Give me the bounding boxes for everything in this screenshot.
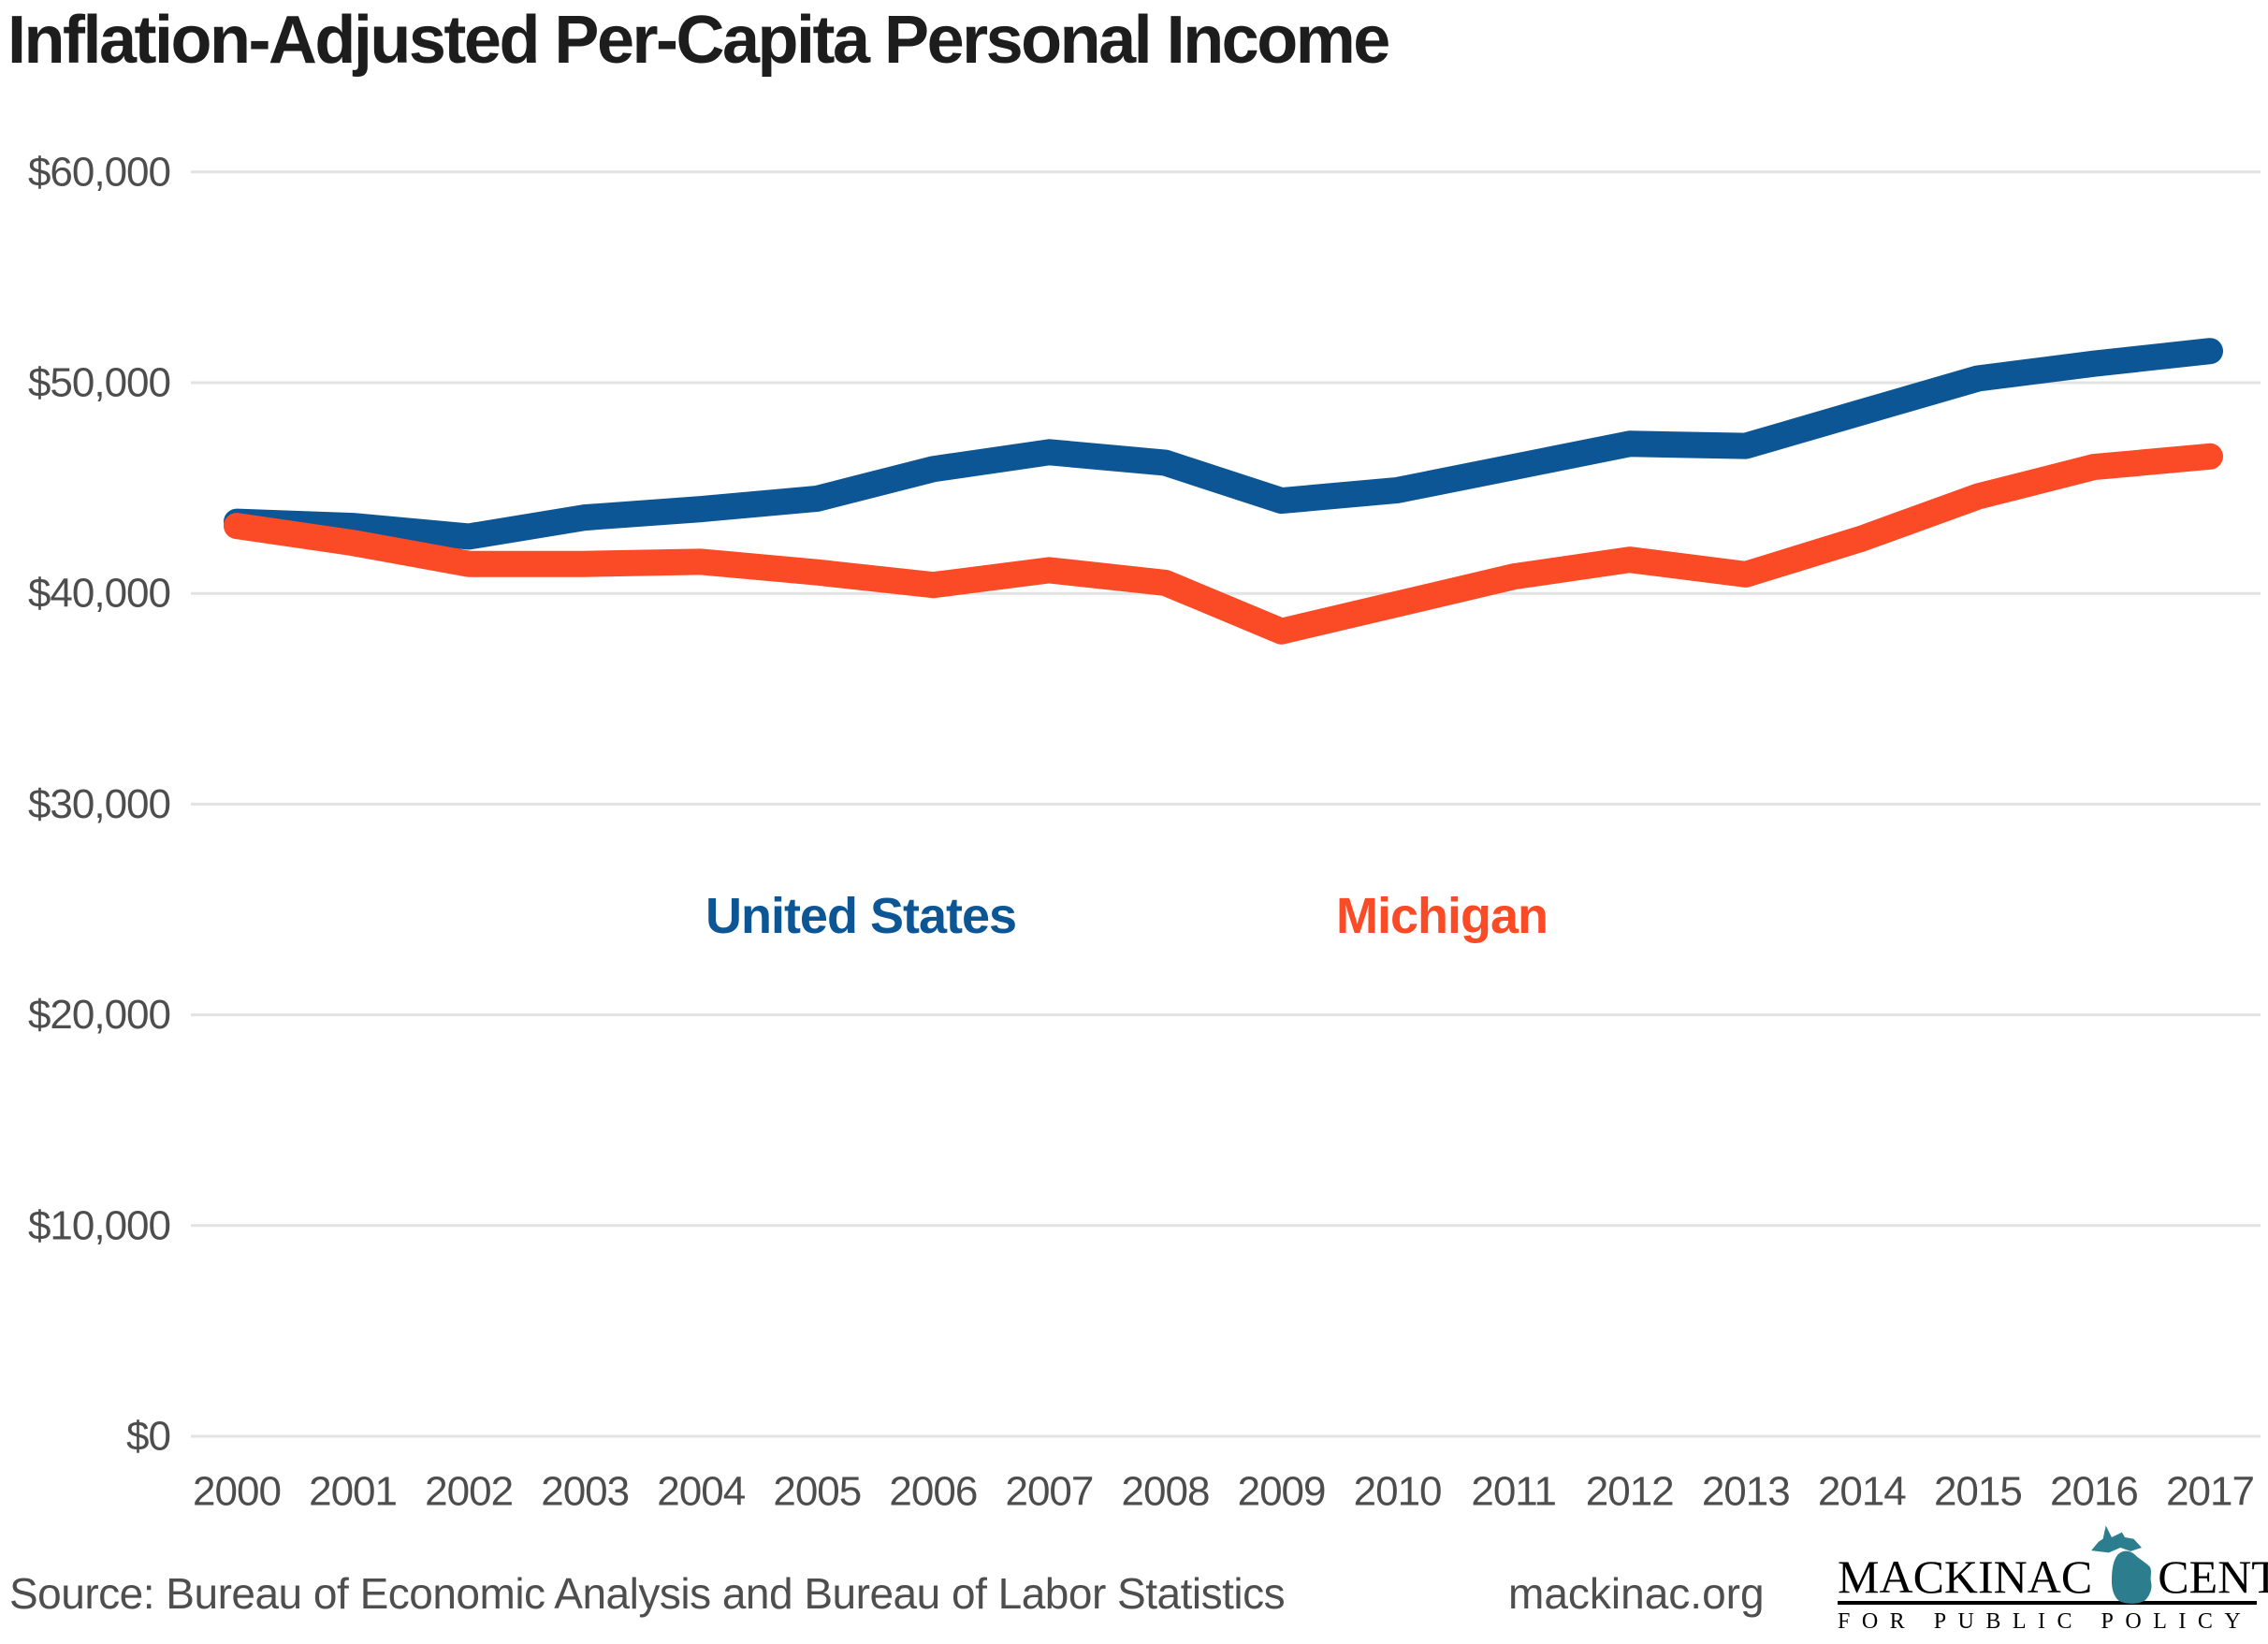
x-tick-label: 2002	[425, 1469, 513, 1515]
x-tick-label: 2007	[1005, 1469, 1093, 1515]
x-tick-label: 2009	[1238, 1469, 1326, 1515]
x-tick-label: 2004	[657, 1469, 745, 1515]
x-tick-label: 2008	[1122, 1469, 1210, 1515]
x-tick-label: 2013	[1702, 1469, 1790, 1515]
x-tick-label: 2010	[1354, 1469, 1442, 1515]
x-tick-label: 2001	[309, 1469, 397, 1515]
logo-mackinac-word: MACKINAC	[1838, 1550, 2093, 1603]
x-tick-label: 2016	[2050, 1469, 2138, 1515]
series-line-michigan	[224, 443, 2223, 645]
y-tick-label: $50,000	[28, 360, 170, 406]
y-tick-label: $40,000	[28, 571, 170, 617]
y-tick-label: $20,000	[28, 992, 170, 1038]
y-tick-label: $30,000	[28, 781, 170, 827]
mackinac-logo: MACKINAC CENTER FOR PUBLIC POLICY	[1838, 1525, 2268, 1635]
logo-center-word: CENTER	[2158, 1550, 2268, 1603]
source-note: Source: Bureau of Economic Analysis and …	[9, 1569, 1286, 1618]
y-tick-label: $60,000	[28, 149, 170, 195]
x-tick-label: 2014	[1818, 1469, 1906, 1515]
x-tick-label: 2012	[1586, 1469, 1674, 1515]
michigan-state-icon	[2088, 1514, 2161, 1608]
x-tick-label: 2003	[541, 1469, 629, 1515]
chart-title: Inflation-Adjusted Per-Capita Personal I…	[7, 3, 1390, 78]
x-tick-label: 2011	[1471, 1469, 1556, 1515]
x-tick-label: 2000	[193, 1469, 281, 1515]
x-tick-label: 2015	[1934, 1469, 2022, 1515]
website-text: mackinac.org	[1508, 1569, 1765, 1618]
y-tick-label: $0	[126, 1414, 170, 1460]
y-tick-label: $10,000	[28, 1202, 170, 1248]
x-tick-label: 2006	[889, 1469, 977, 1515]
x-tick-label: 2017	[2166, 1469, 2254, 1515]
legend-united-states: United States	[705, 888, 1017, 944]
logo-tagline: FOR PUBLIC POLICY	[1838, 1609, 2253, 1634]
logo-row: MACKINAC CENTER	[1838, 1525, 2268, 1605]
legend-michigan: Michigan	[1335, 888, 1548, 944]
series-line-united-states	[224, 338, 2223, 550]
x-tick-label: 2005	[773, 1469, 861, 1515]
